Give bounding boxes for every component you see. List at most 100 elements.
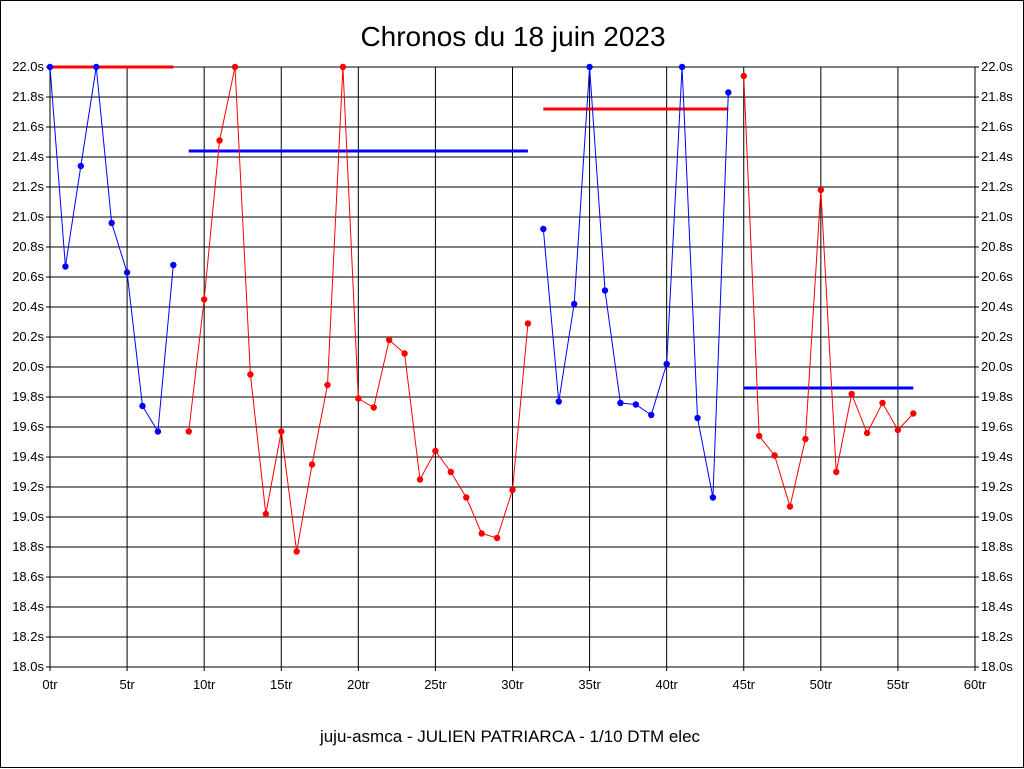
data-point [293, 548, 300, 555]
x-tick-label: 45tr [733, 677, 756, 692]
data-point [108, 219, 115, 227]
data-point [833, 468, 840, 476]
series-2 [185, 63, 532, 555]
y-tick-label: 18.0s [12, 659, 44, 674]
y-tick-label: 20.2s [12, 329, 44, 344]
data-point [663, 360, 670, 368]
data-point [555, 398, 562, 405]
y-tick-label-right: 20.2s [981, 329, 1013, 344]
data-point [416, 476, 424, 483]
y-tick-label: 21.0s [12, 209, 44, 224]
data-point [154, 428, 162, 435]
data-point [632, 401, 640, 408]
y-tick-label: 22.0s [12, 59, 44, 74]
data-point [139, 402, 146, 410]
data-point [185, 428, 192, 435]
axis-labels: 18.0s 18.0s 18.2s 18.2s 18.4s 18.4s 18.6s 18.6s… [12, 59, 1013, 692]
data-point [46, 63, 54, 71]
data-point [910, 410, 917, 417]
y-tick-label: 21.2s [12, 179, 44, 194]
data-point [401, 350, 408, 357]
data-point [463, 494, 470, 501]
data-point [493, 534, 501, 542]
y-tick-label-right: 19.4s [981, 449, 1013, 464]
data-point [432, 447, 439, 455]
data-point [786, 503, 794, 510]
data-point [586, 63, 593, 71]
y-tick-label: 18.6s [12, 569, 44, 584]
data-point [879, 399, 886, 407]
y-tick-label-right: 18.2s [981, 629, 1013, 644]
series-3 [540, 63, 732, 501]
data-point [339, 63, 347, 71]
data-point [216, 137, 223, 144]
series-line [743, 75, 914, 509]
data-point [678, 63, 686, 71]
data-point [170, 261, 177, 269]
data-point [77, 162, 85, 170]
chart-title: Chronos du 18 juin 2023 [360, 21, 665, 52]
y-tick-label: 19.8s [12, 389, 44, 404]
y-tick-label: 18.4s [12, 599, 44, 614]
x-tick-label: 60tr [964, 677, 987, 692]
y-tick-label-right: 21.2s [981, 179, 1013, 194]
data-point [617, 399, 624, 407]
y-tick-label-right: 21.4s [981, 149, 1013, 164]
x-tick-label: 20tr [347, 677, 370, 692]
y-tick-label-right: 21.6s [981, 119, 1013, 134]
data-point [385, 336, 393, 344]
data-point [817, 186, 825, 194]
x-tick-label: 55tr [887, 677, 910, 692]
data-point [740, 72, 747, 80]
x-tick-label: 0tr [42, 677, 58, 692]
series-1 [46, 63, 177, 435]
y-tick-label-right: 20.8s [981, 239, 1013, 254]
y-tick-label-right: 18.4s [981, 599, 1013, 614]
x-tick-label: 40tr [655, 677, 678, 692]
data-point [200, 296, 208, 303]
y-tick-label-right: 20.0s [981, 359, 1013, 374]
y-tick-label: 21.8s [12, 89, 44, 104]
y-tick-label: 20.0s [12, 359, 44, 374]
y-tick-label-right: 19.8s [981, 389, 1013, 404]
data-point [478, 530, 485, 537]
y-tick-label: 19.6s [12, 419, 44, 434]
y-tick-label-right: 19.6s [981, 419, 1013, 434]
data-point [509, 486, 516, 494]
x-tick-label: 10tr [193, 677, 216, 692]
y-tick-label: 18.2s [12, 629, 44, 644]
y-tick-label-right: 18.6s [981, 569, 1013, 584]
y-tick-label: 20.6s [12, 269, 44, 284]
data-point [278, 428, 285, 435]
y-tick-label-right: 18.8s [981, 539, 1013, 554]
x-tick-label: 15tr [270, 677, 293, 692]
data-point [848, 390, 855, 398]
y-tick-label: 18.8s [12, 539, 44, 554]
y-tick-label: 19.4s [12, 449, 44, 464]
data-point [93, 63, 100, 71]
data-point [231, 63, 239, 71]
data-point [570, 300, 578, 308]
x-tick-label: 30tr [501, 677, 524, 692]
y-tick-label: 21.6s [12, 119, 44, 134]
data-point [123, 269, 131, 276]
y-tick-label-right: 20.6s [981, 269, 1013, 284]
y-tick-label: 19.2s [12, 479, 44, 494]
data-point [447, 468, 455, 476]
y-tick-label-right: 22.0s [981, 59, 1013, 74]
x-tick-label: 35tr [578, 677, 601, 692]
data-point [262, 510, 270, 518]
data-point [725, 89, 732, 96]
y-tick-label-right: 21.0s [981, 209, 1013, 224]
y-tick-label: 20.8s [12, 239, 44, 254]
y-tick-label-right: 18.0s [981, 659, 1013, 674]
data-point [601, 287, 609, 294]
data-point [247, 371, 254, 378]
y-tick-label-right: 20.4s [981, 299, 1013, 314]
x-tick-label: 25tr [424, 677, 447, 692]
x-tick-label: 50tr [810, 677, 833, 692]
data-point [308, 461, 316, 468]
data-point [771, 452, 778, 459]
